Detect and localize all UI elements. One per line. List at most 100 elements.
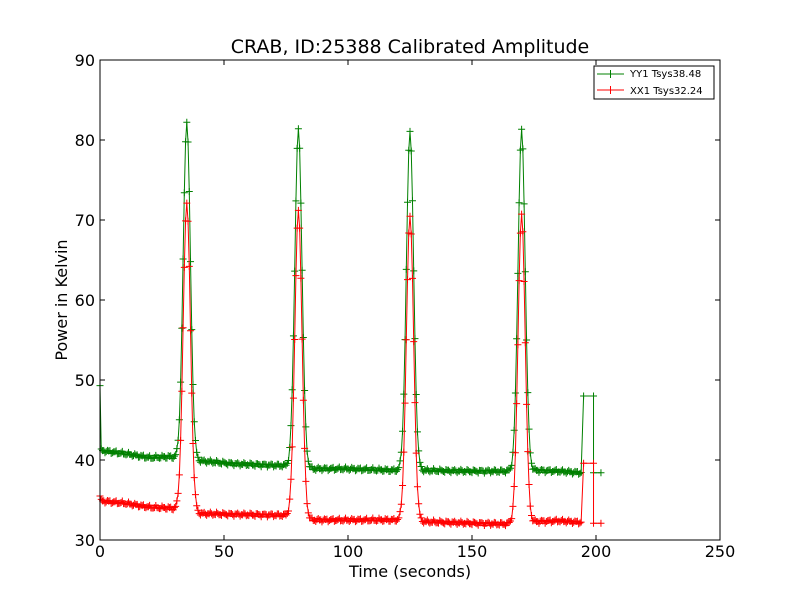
data-point — [183, 118, 191, 126]
data-point — [402, 336, 410, 344]
data-point — [513, 335, 521, 343]
data-point — [410, 267, 418, 275]
data-point — [294, 125, 302, 133]
data-point — [514, 341, 522, 349]
data-point — [189, 439, 197, 447]
data-point — [174, 489, 182, 497]
series-1 — [96, 199, 605, 530]
data-point — [519, 145, 527, 153]
data-point — [286, 495, 294, 503]
data-point — [519, 228, 527, 236]
data-point — [397, 500, 405, 508]
legend-marker — [606, 86, 615, 94]
data-point — [287, 422, 295, 430]
data-point — [524, 389, 532, 397]
data-point — [406, 212, 414, 220]
data-point — [304, 457, 312, 465]
data-point — [304, 509, 312, 517]
data-point — [283, 459, 291, 467]
data-point — [287, 475, 295, 483]
data-point — [407, 230, 415, 238]
data-point — [402, 265, 410, 273]
data-point — [282, 461, 290, 469]
data-point — [190, 418, 198, 426]
y-tick-label: 40 — [75, 451, 95, 470]
data-point — [415, 500, 423, 508]
data-point — [172, 451, 180, 459]
x-tick-label: 200 — [581, 542, 612, 561]
data-point — [299, 333, 307, 341]
data-point — [406, 127, 414, 135]
data-point — [508, 461, 516, 469]
data-point — [288, 443, 296, 451]
data-point — [520, 200, 528, 208]
data-point — [508, 515, 516, 523]
data-point — [411, 399, 419, 407]
data-point — [411, 335, 419, 343]
data-point — [511, 389, 519, 397]
data-point — [296, 224, 304, 232]
data-point — [296, 144, 304, 152]
data-point — [590, 519, 598, 527]
data-point — [404, 276, 412, 284]
data-point — [407, 147, 415, 155]
data-point — [188, 389, 196, 397]
data-point — [597, 519, 605, 527]
legend-box — [593, 65, 715, 100]
data-point — [298, 335, 306, 343]
data-point — [194, 453, 202, 461]
data-point — [292, 272, 300, 280]
data-point — [298, 266, 306, 274]
data-point — [513, 400, 521, 408]
data-point — [177, 436, 185, 444]
data-point — [413, 483, 421, 491]
data-point — [173, 497, 181, 505]
data-point — [178, 387, 186, 395]
data-point — [303, 500, 311, 508]
legend-entry-yy1: YY1 Tsys38.48 — [629, 69, 701, 80]
data-point — [177, 378, 185, 386]
y-tick-label: 60 — [75, 291, 95, 310]
data-point — [184, 138, 192, 146]
data-point — [183, 199, 191, 207]
data-point — [404, 198, 412, 206]
data-point — [518, 125, 526, 133]
x-tick-label: 250 — [705, 542, 736, 561]
legend: YY1 Tsys38.48 XX1 Tsys32.24 — [593, 65, 715, 100]
data-point — [580, 392, 588, 400]
data-point — [505, 466, 513, 474]
data-point — [590, 459, 598, 467]
data-point — [590, 392, 598, 400]
data-point — [525, 481, 533, 489]
data-point — [521, 339, 529, 347]
data-point — [190, 474, 198, 482]
y-tick-label: 70 — [75, 211, 95, 230]
data-point — [520, 278, 528, 286]
data-point — [412, 391, 420, 399]
data-point — [510, 426, 518, 434]
data-point — [284, 456, 292, 464]
data-point — [184, 217, 192, 225]
data-point — [297, 199, 305, 207]
x-tick-label: 50 — [214, 542, 234, 561]
data-point — [399, 427, 407, 435]
data-point — [412, 449, 420, 457]
data-point — [297, 274, 305, 282]
series-0 — [96, 118, 605, 478]
y-tick-label: 50 — [75, 371, 95, 390]
data-point — [282, 511, 290, 519]
data-point — [289, 332, 297, 340]
data-point — [523, 400, 531, 408]
data-point — [399, 481, 407, 489]
y-tick-label: 80 — [75, 131, 95, 150]
data-point — [510, 482, 518, 490]
data-point — [580, 459, 588, 467]
data-point — [408, 197, 416, 205]
data-point — [185, 188, 193, 196]
data-point — [187, 258, 195, 266]
data-point — [188, 326, 196, 334]
data-point — [577, 518, 585, 526]
x-tick-label: 0 — [95, 542, 105, 561]
data-point — [187, 327, 195, 335]
